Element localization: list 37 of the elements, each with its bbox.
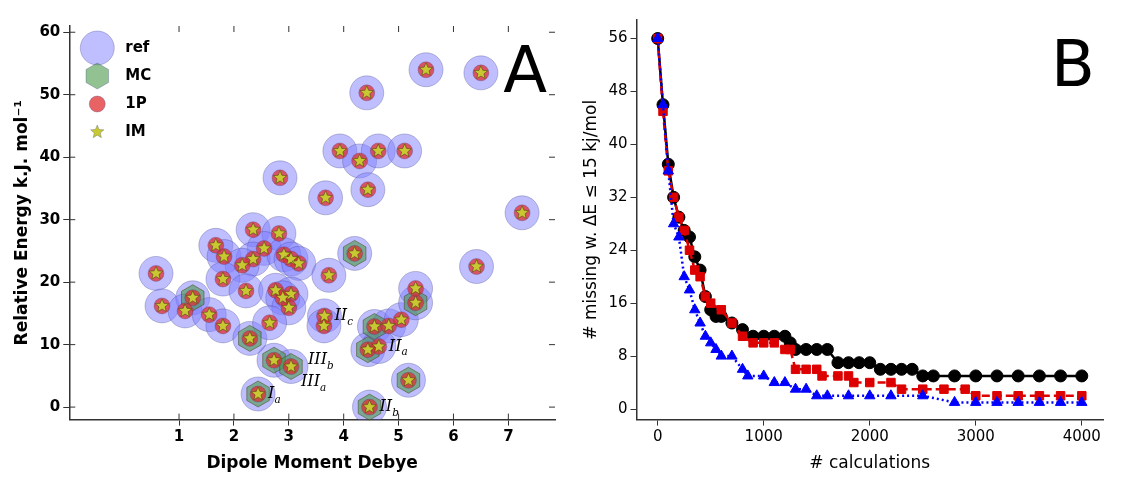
- y-axis-title: Relative Energy k.J. mol⁻¹: [10, 100, 31, 346]
- y-tick-label: 10: [39, 334, 61, 353]
- y-tick-label: 60: [39, 22, 61, 41]
- x-axis-title: # calculations: [809, 452, 931, 473]
- y-tick-label: 8: [617, 345, 628, 364]
- x-tick-label: 1: [173, 427, 185, 446]
- legend-label: ref: [125, 37, 150, 56]
- y-tick-label: 32: [608, 187, 628, 206]
- x-tick-label: 4000: [1062, 427, 1101, 446]
- y-tick-label: 20: [39, 272, 61, 291]
- y-tick-label: 50: [39, 84, 61, 103]
- x-axis-title: Dipole Moment Debye: [206, 452, 418, 473]
- y-tick-label: 0: [49, 397, 61, 415]
- x-tick-label: 7: [503, 427, 514, 446]
- y-tick-label: 24: [608, 240, 628, 259]
- legend-label: 1P: [125, 93, 147, 112]
- x-tick-label: 2000: [850, 427, 889, 446]
- x-tick-label: 3: [283, 427, 295, 446]
- y-tick-label: 0: [617, 398, 628, 417]
- y-tick-label: 48: [608, 81, 628, 100]
- x-tick-label: 2: [228, 427, 240, 446]
- annotation: B: [1051, 27, 1095, 101]
- y-tick-label: 40: [608, 134, 628, 153]
- legend-label: MC: [125, 65, 152, 84]
- x-tick-label: 1000: [744, 427, 783, 446]
- x-tick-label: 3000: [956, 427, 995, 446]
- annotation: A: [503, 33, 548, 107]
- y-axis-title: # missing w. ΔE ≤ 15 kj/mol: [579, 99, 600, 340]
- legend-label: IM: [125, 121, 146, 140]
- x-tick-label: 6: [448, 427, 459, 446]
- y-tick-label: 40: [39, 147, 61, 166]
- y-tick-label: 56: [608, 28, 628, 47]
- x-tick-label: 0: [652, 427, 663, 446]
- y-tick-label: 16: [608, 293, 628, 312]
- x-tick-label: 5: [393, 427, 404, 446]
- y-tick-label: 30: [39, 209, 61, 228]
- x-tick-label: 4: [338, 427, 349, 446]
